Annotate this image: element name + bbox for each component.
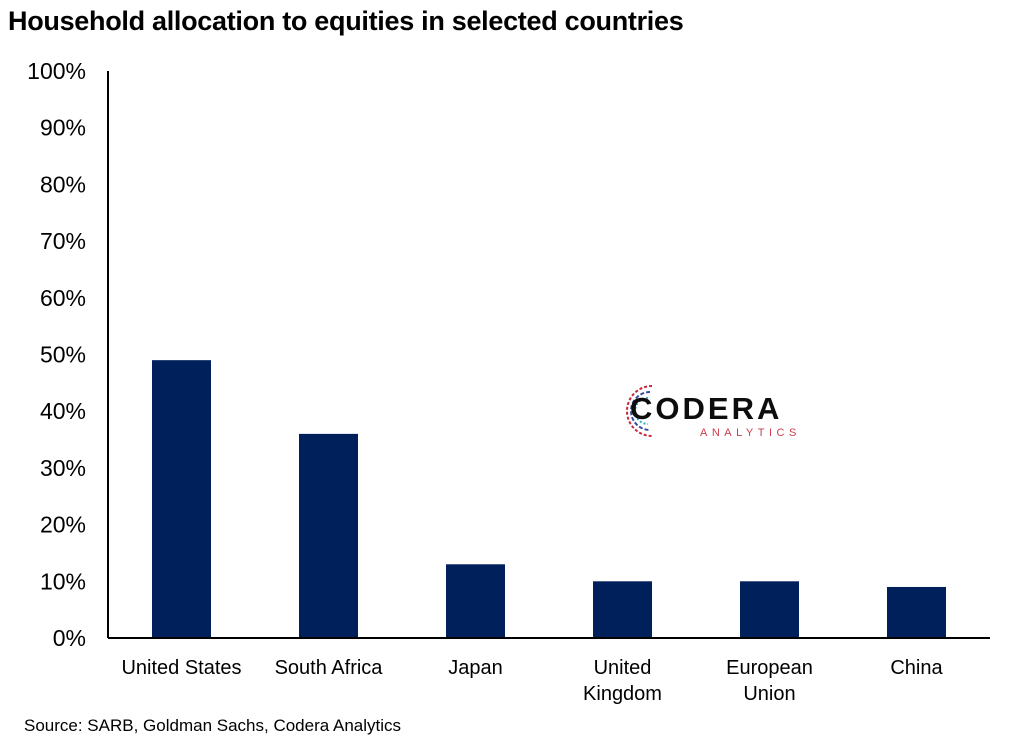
y-tick-label: 10% <box>40 568 86 594</box>
x-tick-label: Kingdom <box>583 683 662 705</box>
x-tick-label: European <box>726 657 813 679</box>
bar <box>593 581 652 638</box>
y-tick-label: 100% <box>27 58 86 84</box>
y-tick-label: 20% <box>40 512 86 538</box>
y-tick-label: 30% <box>40 455 86 481</box>
x-tick-label: Japan <box>448 657 503 679</box>
x-tick-label: China <box>890 657 943 679</box>
y-tick-label: 80% <box>40 171 86 197</box>
bar <box>446 564 505 638</box>
y-tick-label: 90% <box>40 115 86 141</box>
codera-logo-mark-icon <box>626 385 653 437</box>
bar <box>152 360 211 638</box>
logo-subtitle: ANALYTICS <box>700 427 801 439</box>
x-tick-label: United States <box>121 657 241 679</box>
chart-title: Household allocation to equities in sele… <box>8 6 684 36</box>
bar <box>299 433 358 638</box>
logo-wordmark: CODERA <box>630 391 783 426</box>
bar <box>740 581 799 638</box>
y-tick-label: 50% <box>40 342 86 368</box>
y-tick-label: 60% <box>40 285 86 311</box>
codera-logo: CODERA ANALYTICS <box>612 380 812 442</box>
x-tick-label: Union <box>743 683 795 705</box>
source-note: Source: SARB, Goldman Sachs, Codera Anal… <box>24 716 402 735</box>
x-tick-label: United <box>594 657 652 679</box>
x-tick-label: South Africa <box>275 657 384 679</box>
y-tick-label: 0% <box>53 625 86 651</box>
bar <box>887 586 946 638</box>
y-tick-label: 70% <box>40 228 86 254</box>
y-tick-label: 40% <box>40 398 86 424</box>
